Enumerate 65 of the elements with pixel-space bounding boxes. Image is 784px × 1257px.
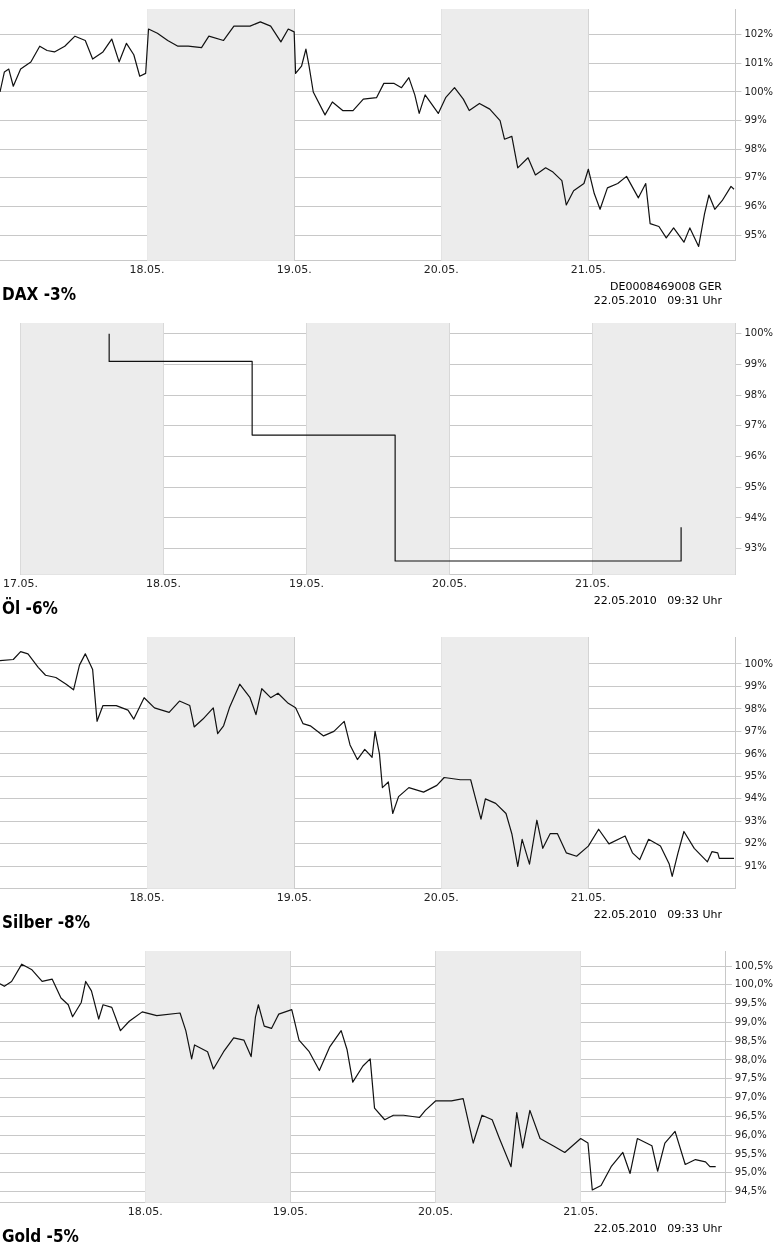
y-tick-label: 99% — [744, 680, 767, 692]
y-tick-label: 96,5% — [734, 1109, 767, 1121]
x-tick-label: 21.05. — [570, 263, 606, 277]
y-tick-label: 96% — [744, 450, 767, 462]
x-tick-label: 18.05. — [129, 891, 165, 905]
y-tick-label: 96,0% — [734, 1128, 767, 1140]
y-tick-label: 92% — [744, 837, 767, 849]
x-tick-label: 17.05. — [2, 577, 38, 591]
y-tick-label: 100,0% — [734, 978, 774, 990]
y-tick-label: 97% — [744, 419, 767, 431]
x-tick-label: 19.05. — [288, 577, 324, 591]
x-tick-label: 18.05. — [127, 1205, 163, 1219]
x-tick-label: 20.05. — [418, 1205, 454, 1219]
y-tick-label: 94,5% — [734, 1185, 767, 1197]
x-tick-label: 19.05. — [276, 891, 312, 905]
y-tick-label: 100% — [744, 657, 773, 669]
text: 22.05.2010 09:33 Uhr — [593, 1222, 722, 1236]
x-tick-label: 20.05. — [423, 891, 459, 905]
y-tick-label: 97% — [744, 171, 767, 183]
x-tick-label: 21.05. — [574, 577, 610, 591]
y-tick-label: 102% — [744, 28, 773, 40]
x-tick-label: 20.05. — [423, 263, 459, 277]
y-tick-label: 95% — [744, 480, 767, 492]
text: DE0008469008 GER — [609, 280, 722, 293]
y-tick-label: 93% — [744, 814, 767, 826]
x-tick-label: 21.05. — [570, 891, 606, 905]
y-tick-label: 91% — [744, 859, 767, 871]
y-tick-label: 96% — [744, 747, 767, 759]
y-tick-label: 99% — [744, 358, 767, 370]
y-tick-label: 99% — [744, 114, 767, 126]
text: 22.05.2010 09:33 Uhr — [593, 908, 722, 922]
y-tick-label: 95,5% — [734, 1147, 767, 1159]
text: 22.05.2010 09:32 Uhr — [593, 594, 722, 608]
y-tick-label: 99,5% — [734, 997, 767, 1009]
y-tick-label: 99,0% — [734, 1016, 767, 1027]
y-tick-label: 98,0% — [734, 1053, 767, 1065]
text: Öl -6% — [2, 598, 58, 618]
y-tick-label: 97,0% — [734, 1091, 767, 1103]
y-tick-label: 101% — [744, 56, 773, 68]
text: Silber -8% — [2, 912, 90, 932]
x-tick-label: 20.05. — [431, 577, 467, 591]
x-tick-label: 19.05. — [272, 1205, 308, 1219]
y-tick-label: 98% — [744, 388, 767, 400]
y-tick-label: 94% — [744, 792, 767, 804]
x-tick-label: 19.05. — [276, 263, 312, 277]
y-tick-label: 98% — [744, 702, 767, 714]
y-tick-label: 95% — [744, 228, 767, 240]
y-tick-label: 97% — [744, 725, 767, 737]
y-tick-label: 98,5% — [734, 1034, 767, 1046]
y-tick-label: 100,5% — [734, 959, 774, 971]
x-tick-label: 18.05. — [129, 263, 165, 277]
y-tick-label: 93% — [744, 542, 767, 554]
x-tick-label: 21.05. — [563, 1205, 599, 1219]
y-tick-label: 95% — [744, 769, 767, 781]
text: DAX -3% — [2, 284, 76, 304]
y-tick-label: 100% — [744, 327, 773, 339]
text: Gold -5% — [2, 1226, 79, 1246]
y-tick-label: 100% — [744, 85, 773, 97]
y-tick-label: 97,5% — [734, 1072, 767, 1084]
y-tick-label: 95,0% — [734, 1166, 767, 1178]
x-tick-label: 18.05. — [145, 577, 181, 591]
text: 22.05.2010 09:31 Uhr — [593, 294, 722, 307]
y-tick-label: 96% — [744, 200, 767, 212]
y-tick-label: 98% — [744, 142, 767, 154]
y-tick-label: 94% — [744, 511, 767, 523]
